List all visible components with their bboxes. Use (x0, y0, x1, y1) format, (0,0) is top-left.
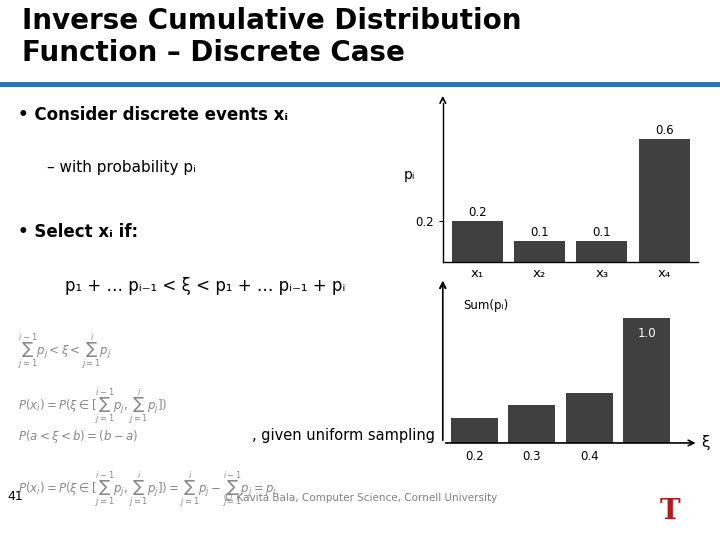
Text: 0.6: 0.6 (654, 124, 673, 137)
Bar (451, 221, 503, 262)
Text: • Select xᵢ if:: • Select xᵢ if: (18, 223, 138, 241)
Text: 0.1: 0.1 (530, 226, 549, 239)
Text: 41: 41 (7, 490, 23, 503)
Text: 1.0: 1.0 (637, 327, 656, 340)
Bar (508, 406, 555, 443)
Text: © Kavita Bala, Computer Science, Cornell University: © Kavita Bala, Computer Science, Cornell… (223, 494, 497, 503)
Text: $P(x_i) = P(\xi \in [\sum_{j=1}^{i-1} p_j, \sum_{j=1}^{i} p_j]) = \sum_{j=1}^{i}: $P(x_i) = P(\xi \in [\sum_{j=1}^{i-1} p_… (18, 470, 277, 509)
Bar (514, 241, 565, 262)
Text: T: T (660, 498, 680, 525)
Bar (576, 241, 627, 262)
Text: $\sum_{j=1}^{i-1} p_j < \xi < \sum_{j=1}^{i} p_j$: $\sum_{j=1}^{i-1} p_j < \xi < \sum_{j=1}… (18, 332, 112, 371)
Text: $P(x_i) = P(\xi \in [\sum_{j=1}^{i-1} p_j, \sum_{j=1}^{i} p_j])$: $P(x_i) = P(\xi \in [\sum_{j=1}^{i-1} p_… (18, 386, 168, 426)
Text: $P(a < \xi < b) = (b - a)$: $P(a < \xi < b) = (b - a)$ (18, 428, 138, 445)
Bar (623, 318, 670, 443)
Text: 0.3: 0.3 (523, 450, 541, 463)
Bar (639, 139, 690, 262)
Bar (451, 418, 498, 443)
Text: , given uniform sampling: , given uniform sampling (252, 428, 435, 443)
Text: 0.2: 0.2 (468, 206, 487, 219)
Text: 0.1: 0.1 (593, 226, 611, 239)
Text: • Consider discrete events xᵢ: • Consider discrete events xᵢ (18, 106, 288, 124)
Text: 0.4: 0.4 (580, 450, 598, 463)
Bar (566, 393, 613, 443)
Text: Inverse Cumulative Distribution
Function – Discrete Case: Inverse Cumulative Distribution Function… (22, 6, 521, 67)
Text: Sum(pᵢ): Sum(pᵢ) (463, 299, 508, 312)
Text: p₁ + … pᵢ₋₁ < ξ < p₁ + … pᵢ₋₁ + pᵢ: p₁ + … pᵢ₋₁ < ξ < p₁ + … pᵢ₋₁ + pᵢ (65, 278, 345, 295)
Text: 0.2: 0.2 (465, 450, 484, 463)
Y-axis label: pᵢ: pᵢ (404, 168, 415, 183)
Text: ξ: ξ (701, 435, 710, 450)
Text: – with probability pᵢ: – with probability pᵢ (47, 160, 196, 176)
